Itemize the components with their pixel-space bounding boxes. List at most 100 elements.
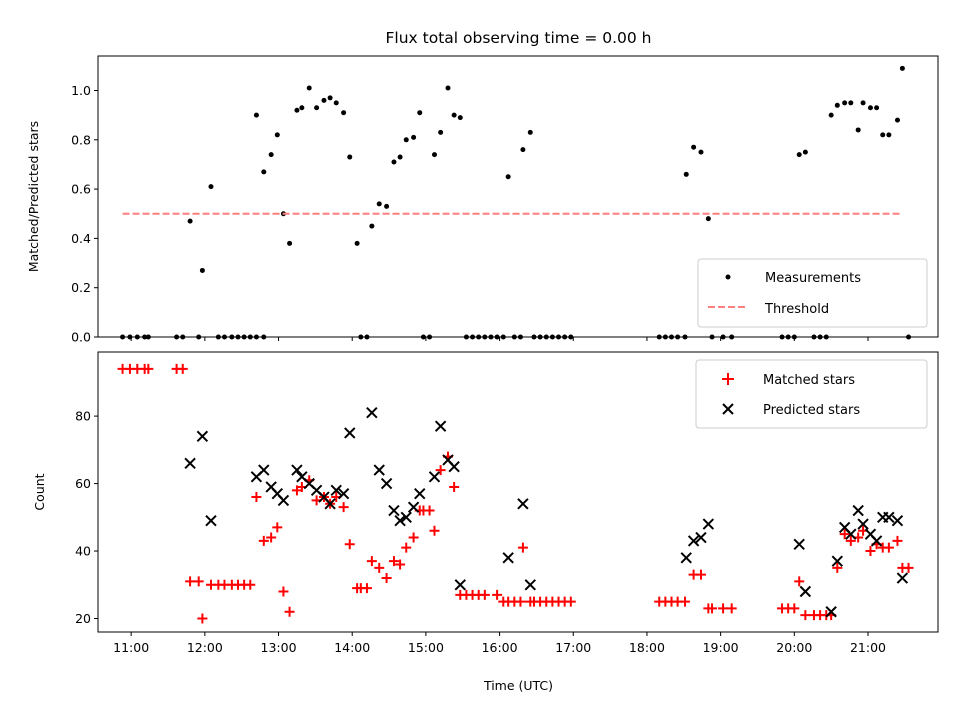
predicted-stars-point	[344, 427, 356, 439]
measurements-point	[208, 184, 214, 190]
measurements-point	[397, 154, 403, 160]
measurements-point	[438, 129, 444, 135]
legend-measurements-label: Measurements	[765, 271, 861, 286]
measurements-point	[457, 115, 463, 121]
predicted-stars-point	[883, 511, 895, 524]
matched-stars-point	[258, 535, 269, 546]
top-plot-panel: 0.0 0.2 0.4 0.6 0.8 1.0	[71, 55, 939, 345]
measurements-point	[384, 203, 390, 209]
measurements-point	[199, 267, 205, 273]
predicted-stars-point	[414, 487, 426, 500]
predicted-stars-point	[277, 494, 290, 507]
matched-stars-point	[251, 492, 262, 503]
top-y-axis-label-group: Matched/Predicted stars	[26, 121, 41, 272]
matched-stars-point	[388, 556, 399, 567]
top-y-tick-label: 1.0	[71, 83, 91, 98]
predicted-stars-point	[891, 514, 904, 527]
measurements-point	[376, 201, 382, 207]
measurements-point	[253, 112, 259, 118]
matched-stars-point	[374, 562, 385, 573]
predicted-stars-point	[330, 484, 342, 497]
measurements-point	[834, 102, 840, 108]
matched-stars-point	[395, 559, 406, 570]
measurements-point	[828, 112, 834, 118]
bottom-x-tick-label: 19:00	[703, 640, 739, 655]
predicted-stars-point	[373, 464, 385, 476]
top-y-tick-label: 0.6	[71, 182, 91, 197]
matched-stars-point	[338, 502, 349, 513]
measurements-point	[880, 132, 886, 138]
bottom-y-tick-label: 20	[75, 611, 91, 626]
predicted-stars-point	[517, 498, 529, 510]
matched-stars-point	[794, 576, 805, 587]
matched-stars-point	[845, 535, 856, 546]
matched-stars-point	[565, 596, 576, 607]
predicted-stars-point	[337, 487, 350, 500]
predicted-stars-point	[388, 504, 400, 517]
bottom-y-tick-label: 60	[75, 476, 91, 491]
measurements-point	[505, 174, 511, 180]
measurements-point	[802, 149, 808, 155]
predicted-stars-point	[896, 572, 909, 584]
measurements-point	[403, 137, 409, 143]
legend-measurements-marker	[725, 274, 731, 280]
bottom-x-tick-label: 14:00	[334, 640, 370, 655]
predicted-stars-point	[702, 518, 715, 530]
matched-stars-point	[266, 532, 277, 543]
predicted-stars-point	[870, 535, 883, 547]
predicted-stars-point	[324, 498, 336, 510]
matched-stars-point	[726, 603, 737, 614]
matched-stars-point	[245, 579, 256, 590]
predicted-stars-point	[845, 528, 857, 540]
matched-stars-point	[272, 522, 283, 533]
bottom-y-tick-label: 80	[75, 409, 91, 424]
measurements-point	[261, 169, 267, 175]
matched-stars-point	[185, 576, 196, 587]
bottom-legend-frame	[695, 359, 928, 429]
matched-stars-point	[278, 586, 289, 597]
matched-stars-point	[381, 573, 392, 584]
bottom-axes-frame	[97, 351, 939, 633]
measurements-point	[391, 159, 397, 165]
matched-stars-point	[883, 542, 894, 553]
predicted-stars-point	[394, 514, 406, 527]
measurements-point	[431, 152, 437, 158]
predicted-stars-point	[448, 460, 460, 473]
predicted-stars-point	[366, 407, 378, 419]
matched-stars-point	[903, 562, 914, 573]
matched-stars-point	[515, 596, 526, 607]
predicted-stars-point	[680, 552, 692, 564]
measurements-point	[354, 240, 360, 246]
measurements-point	[842, 100, 848, 106]
matched-stars-point	[832, 562, 843, 573]
bottom-legend: Matched stars Predicted stars	[695, 359, 928, 429]
measurements-point	[860, 100, 866, 106]
measurements-point	[347, 154, 353, 160]
top-y-axis-label: Matched/Predicted stars	[26, 121, 41, 272]
measurements-point	[527, 129, 533, 135]
bottom-plot-panel: 11:00 12:00 13:00 14:00 15:00 16:00 17:00 18:00…	[75, 351, 939, 655]
top-chart-title: Flux total observing time = 0.00 h	[385, 29, 651, 47]
measurements-point	[698, 149, 704, 155]
bottom-x-tick-label: 11:00	[113, 640, 149, 655]
matched-stars-point	[695, 569, 706, 580]
bottom-x-tick-label: 18:00	[629, 640, 665, 655]
matched-stars-point	[707, 603, 718, 614]
top-y-tick-label: 0.8	[71, 132, 91, 147]
measurements-point	[187, 218, 193, 224]
measurements-point	[314, 105, 320, 111]
measurements-point	[894, 117, 900, 123]
measurements-point	[848, 100, 854, 106]
predicted-stars-point	[205, 514, 217, 527]
predicted-stars-point	[291, 464, 303, 476]
predicted-stars-point	[400, 511, 412, 524]
matched-stars-point	[449, 481, 460, 492]
measurements-point	[451, 112, 457, 118]
legend-matched-marker	[722, 373, 734, 385]
matched-stars-point	[177, 363, 188, 374]
bottom-y-axis-label: Count	[32, 473, 47, 510]
top-y-tick-label: 0.4	[71, 231, 91, 246]
matched-stars-point	[435, 465, 446, 476]
top-axes-frame	[97, 55, 939, 338]
